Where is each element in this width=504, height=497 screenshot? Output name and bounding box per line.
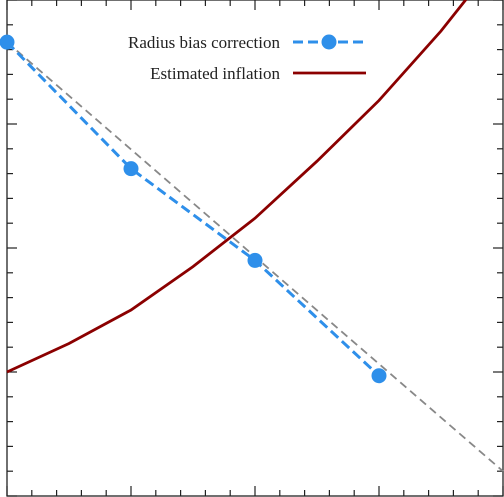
bias-point [371, 368, 387, 384]
bias-point [123, 161, 139, 177]
legend-label-bias: Radius bias correction [128, 33, 281, 52]
legend-marker-bias [321, 34, 337, 50]
bias-point [0, 34, 15, 50]
inflation-line [6, 0, 468, 374]
series-layer [0, 0, 504, 472]
bias-line [5, 41, 381, 377]
legend-label-inflation: Estimated inflation [150, 64, 280, 83]
legend: Radius bias correction Estimated inflatio… [128, 33, 366, 83]
axis-ticks [6, 0, 504, 497]
bias-point [247, 252, 263, 268]
